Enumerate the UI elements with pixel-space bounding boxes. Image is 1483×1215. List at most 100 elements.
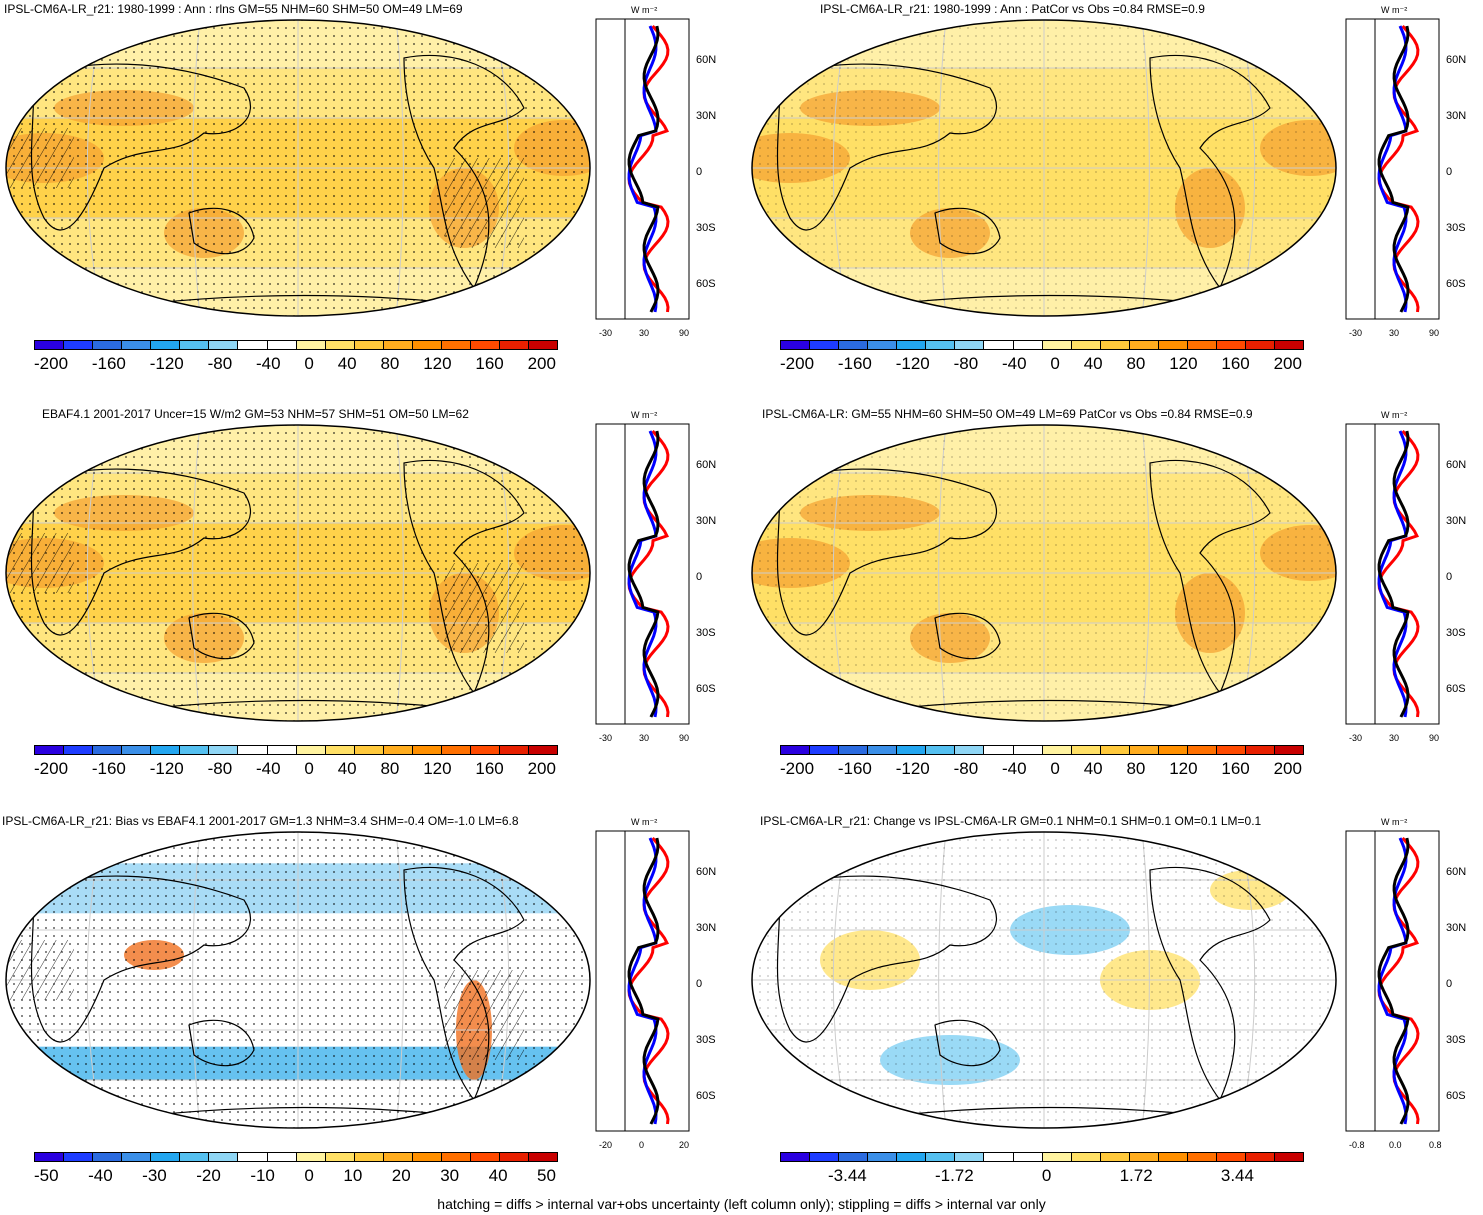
colorbar-label: -200: [34, 759, 69, 778]
lat-tick-label: 30N: [696, 922, 717, 934]
colorbar-swatch: [839, 746, 869, 754]
lat-tick-label: 60S: [696, 1090, 716, 1102]
colorbar-swatch: [1187, 746, 1217, 754]
colorbar-swatch: [35, 341, 65, 349]
footer-note: hatching = diffs > internal var+obs unce…: [437, 1196, 1046, 1212]
colorbar-label: 0: [304, 1166, 314, 1185]
colorbar-swatch: [1100, 341, 1130, 349]
colorbar: [34, 1152, 558, 1162]
colorbar-swatch: [1275, 341, 1304, 349]
colorbar-swatch: [267, 1153, 297, 1161]
colorbar-swatch: [93, 341, 123, 349]
lat-tick-label: 30S: [696, 627, 716, 639]
colorbar-swatch: [897, 341, 927, 349]
colorbar-label: -50: [34, 1166, 59, 1185]
colorbar-label: -200: [780, 354, 815, 373]
colorbar-label: -30: [142, 1166, 167, 1185]
lat-tick-label: 30N: [1446, 922, 1467, 934]
colorbar-swatch: [354, 341, 384, 349]
colorbar-label: 50: [537, 1166, 556, 1185]
zonal-unit-label: W m⁻²: [1381, 5, 1408, 15]
colorbar-swatch: [325, 341, 355, 349]
colorbar-swatch: [1129, 1153, 1159, 1161]
colorbar-labels: -200 -160 -120 -80 -40 0 40 80 120 160 200: [780, 759, 1302, 779]
colorbar-swatch: [839, 341, 869, 349]
colorbar-label: -1.72: [934, 1166, 974, 1185]
zonal-x-tick-label: 90: [1429, 328, 1440, 338]
colorbar-swatch: [470, 1153, 500, 1161]
colorbar-swatch: [209, 341, 239, 349]
colorbar-label: -160: [91, 759, 126, 778]
colorbar: [780, 340, 1304, 350]
colorbar-labels: -200 -160 -120 -80 -40 0 40 80 120 160 200: [34, 354, 556, 374]
zonal-unit-label: W m⁻²: [1381, 410, 1408, 420]
colorbar-swatch: [897, 746, 927, 754]
colorbar-swatch: [354, 746, 384, 754]
colorbar-label: -200: [780, 759, 815, 778]
colorbar-label: -40: [255, 759, 281, 778]
colorbar-swatch: [1071, 1153, 1101, 1161]
colorbar-label: -160: [837, 354, 872, 373]
zonal-mean-plot: [595, 423, 690, 725]
lat-tick-label: 0: [1446, 978, 1453, 990]
colorbar-label: -20: [196, 1166, 221, 1185]
colorbar-swatch: [955, 746, 985, 754]
zonal-unit-label: W m⁻²: [631, 410, 658, 420]
colorbar-swatch: [296, 341, 326, 349]
zonal-mean-plot: [595, 830, 690, 1132]
zonal-mean-plot: [1345, 18, 1440, 320]
colorbar-swatch: [122, 1153, 152, 1161]
world-map: [751, 831, 1337, 1129]
colorbar-swatch: [926, 746, 956, 754]
colorbar-swatch: [926, 341, 956, 349]
colorbar-label: 10: [343, 1166, 363, 1185]
colorbar-label: 40: [337, 759, 357, 778]
colorbar-swatch: [1216, 1153, 1246, 1161]
panel-title: IPSL-CM6A-LR_r21: 1980-1999 : Ann : PatC…: [820, 2, 1205, 16]
colorbar-swatch: [267, 746, 297, 754]
colorbar-swatch: [897, 1153, 927, 1161]
colorbar-swatch: [64, 341, 94, 349]
colorbar-label: -120: [895, 759, 930, 778]
colorbar-swatch: [35, 746, 65, 754]
colorbar-swatch: [984, 1153, 1014, 1161]
zonal-x-tick-label: -30: [1349, 328, 1363, 338]
colorbar-label: -80: [207, 759, 233, 778]
world-map: [5, 19, 591, 317]
lat-tick-label: 60N: [1446, 866, 1467, 878]
colorbar-label: -3.44: [828, 1166, 867, 1185]
colorbar-labels: -200 -160 -120 -80 -40 0 40 80 120 160 200: [780, 354, 1302, 374]
colorbar-swatch: [93, 746, 123, 754]
colorbar-swatch: [1042, 1153, 1072, 1161]
zonal-x-tick-label: -20: [599, 1140, 613, 1150]
colorbar-swatch: [1216, 746, 1246, 754]
colorbar-label: 120: [423, 354, 452, 373]
colorbar-swatch: [529, 746, 558, 754]
colorbar-swatch: [781, 746, 811, 754]
colorbar-swatch: [35, 1153, 65, 1161]
zonal-x-tick-label: -0.8: [1349, 1140, 1365, 1150]
colorbar-swatch: [1013, 1153, 1043, 1161]
colorbar-label: 40: [488, 1166, 508, 1185]
colorbar-swatch: [1246, 746, 1276, 754]
colorbar-swatch: [441, 1153, 471, 1161]
colorbar-label: 40: [1083, 354, 1103, 373]
colorbar-label: -120: [149, 759, 184, 778]
colorbar-swatch: [955, 1153, 985, 1161]
colorbar-swatch: [1042, 746, 1072, 754]
colorbar-labels: -50 -40 -30 -20 -10 0 10 20 30 40 50: [34, 1166, 556, 1186]
colorbar-swatch: [955, 341, 985, 349]
zonal-x-tick-label: 90: [679, 328, 690, 338]
colorbar-label: 200: [527, 759, 556, 778]
colorbar-swatch: [64, 1153, 94, 1161]
zonal-x-tick-label: -30: [599, 328, 613, 338]
zonal-x-tick-label: 30: [639, 733, 650, 743]
colorbar-label: 160: [1221, 759, 1250, 778]
lat-tick-label: 60S: [696, 683, 716, 695]
colorbar-swatch: [93, 1153, 123, 1161]
colorbar-label: 0: [1041, 1166, 1052, 1185]
colorbar: [34, 745, 558, 755]
colorbar-swatch: [238, 746, 268, 754]
colorbar-label: -80: [953, 759, 979, 778]
colorbar-label: -200: [34, 354, 69, 373]
